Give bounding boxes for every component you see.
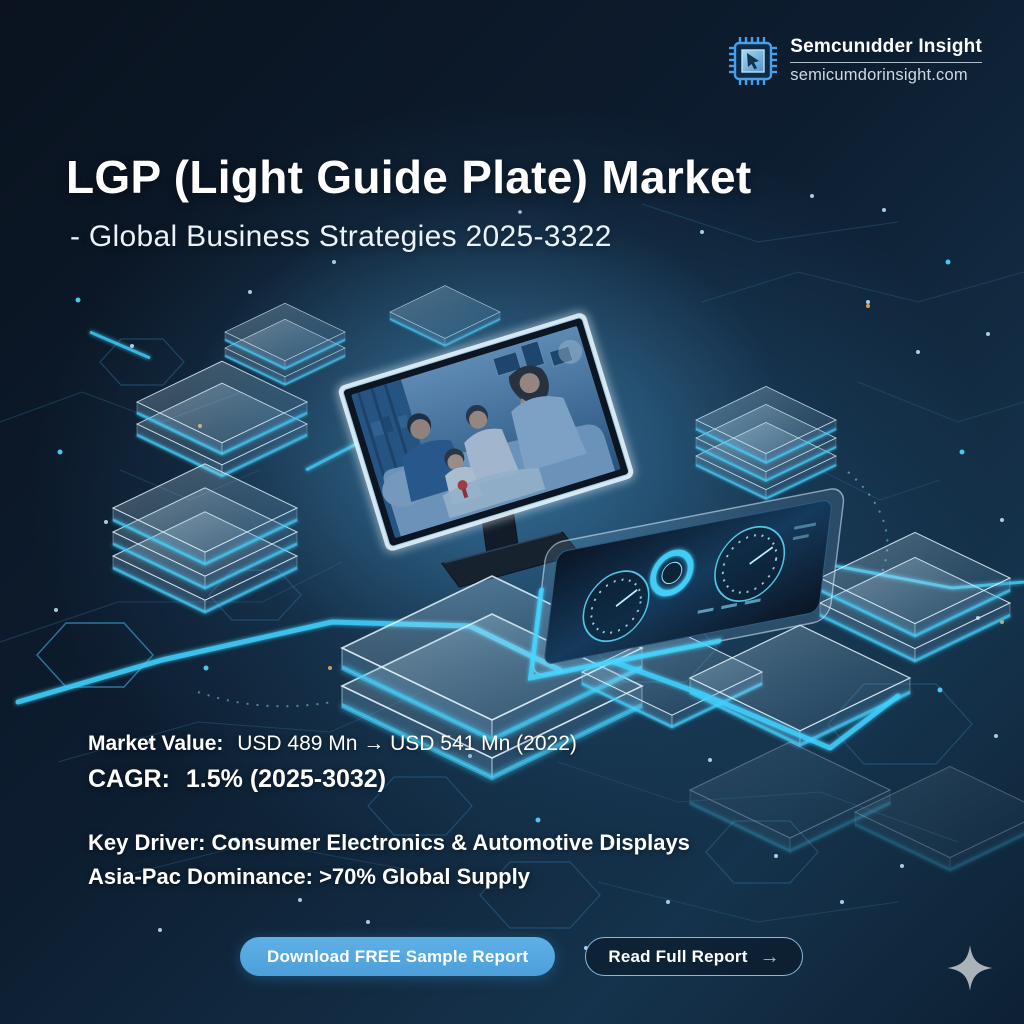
download-sample-button[interactable]: Download FREE Sample Report	[240, 937, 556, 976]
market-stats: Market Value: USD 489 Mn → USD 541 Mn (2…	[88, 732, 577, 794]
key-driver-line: Key Driver: Consumer Electronics & Autom…	[88, 830, 690, 855]
market-value-figure: USD 489 Mn → USD 541 Mn (2022)	[237, 732, 577, 755]
brand-logo: Semcunıdder Insight semicumdorinsight.co…	[729, 36, 982, 85]
cta-buttons: Download FREE Sample Report Read Full Re…	[240, 937, 803, 976]
key-drivers: Key Driver: Consumer Electronics & Autom…	[88, 826, 690, 894]
brand-website: semicumdorinsight.com	[790, 66, 968, 84]
read-report-button[interactable]: Read Full Report →	[585, 937, 803, 976]
cagr-figure: 1.5% (2025-3032)	[185, 765, 387, 793]
dashboard-tablet	[527, 488, 845, 681]
page-title: LGP (Light Guide Plate) Market	[66, 151, 752, 203]
monitor-stand	[441, 500, 581, 588]
cagr-line: CAGR: 1.5% (2025-3032)	[88, 765, 577, 794]
market-value-line: Market Value: USD 489 Mn → USD 541 Mn (2…	[88, 732, 577, 756]
market-value-label: Market Value:	[88, 732, 224, 755]
dashboard-gauges	[582, 522, 817, 643]
arrow-right-icon: →	[759, 945, 780, 968]
cagr-label: CAGR:	[88, 765, 170, 793]
chip-cursor-icon	[729, 36, 778, 85]
tv-screen-family-scene	[351, 325, 621, 539]
page-subtitle: - Global Business Strategies 2025-3322	[70, 220, 612, 253]
brand-name: Semcunıdder Insight	[790, 36, 982, 63]
tv-monitor	[186, 202, 786, 662]
sparkle-icon	[946, 944, 994, 992]
dominance-line: Asia-Pac Dominance: >70% Global Supply	[88, 864, 530, 889]
glow-dots	[54, 184, 1004, 950]
read-report-label: Read Full Report	[608, 946, 748, 966]
